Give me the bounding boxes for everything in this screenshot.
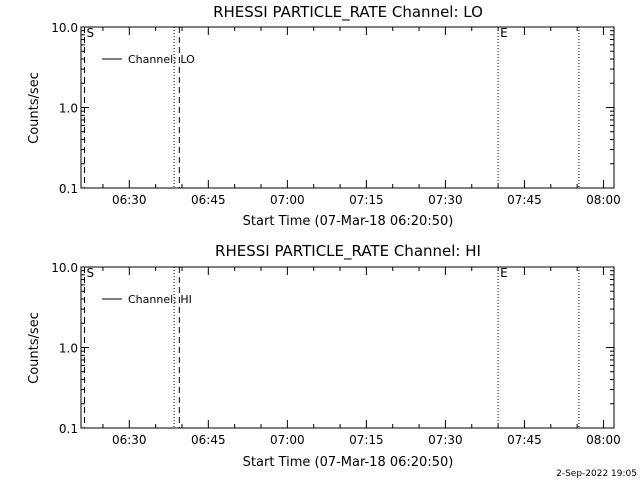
start-marker-label: S [87,26,95,40]
start-marker-label: S [87,266,95,280]
x-tick-label: 06:30 [112,433,147,447]
x-tick-label: 06:45 [191,433,226,447]
y-tick-label: 1.0 [59,102,78,116]
y-tick-label: 10.0 [51,21,78,35]
y-tick-label: 0.1 [59,182,78,196]
y-axis-label: Counts/sec [27,72,42,144]
legend-label: Channel: HI [128,293,192,306]
x-tick-label: 07:45 [507,433,542,447]
end-marker-label: E [500,26,508,40]
x-axis-label: Start Time (07-Mar-18 06:20:50) [243,455,454,470]
x-tick-label: 07:00 [270,193,305,207]
x-tick-label: 07:15 [349,193,384,207]
x-tick-label: 07:15 [349,433,384,447]
x-tick-label: 07:30 [428,193,463,207]
x-tick-label: 06:45 [191,193,226,207]
x-tick-label: 08:00 [586,433,621,447]
plot-frame [80,26,615,189]
panel-lo: RHESSI PARTICLE_RATE Channel: LO Start T… [27,3,621,229]
chart-title: RHESSI PARTICLE_RATE Channel: HI [215,242,481,261]
chart-title: RHESSI PARTICLE_RATE Channel: LO [213,3,483,22]
generation-timestamp: 2-Sep-2022 19:05 [556,469,637,479]
panel-hi: RHESSI PARTICLE_RATE Channel: HI Start T… [27,242,621,470]
legend-label: Channel: LO [128,53,195,66]
x-tick-label: 06:30 [112,193,147,207]
y-tick-label: 1.0 [59,342,78,356]
plot-frame [80,266,615,429]
x-tick-label: 07:00 [270,433,305,447]
x-tick-label: 08:00 [586,193,621,207]
x-axis-label: Start Time (07-Mar-18 06:20:50) [243,214,454,229]
y-axis-label: Counts/sec [27,312,42,384]
y-tick-label: 0.1 [59,422,78,436]
x-tick-label: 07:45 [507,193,542,207]
x-tick-label: 07:30 [428,433,463,447]
end-marker-label: E [500,266,508,280]
y-tick-label: 10.0 [51,261,78,275]
